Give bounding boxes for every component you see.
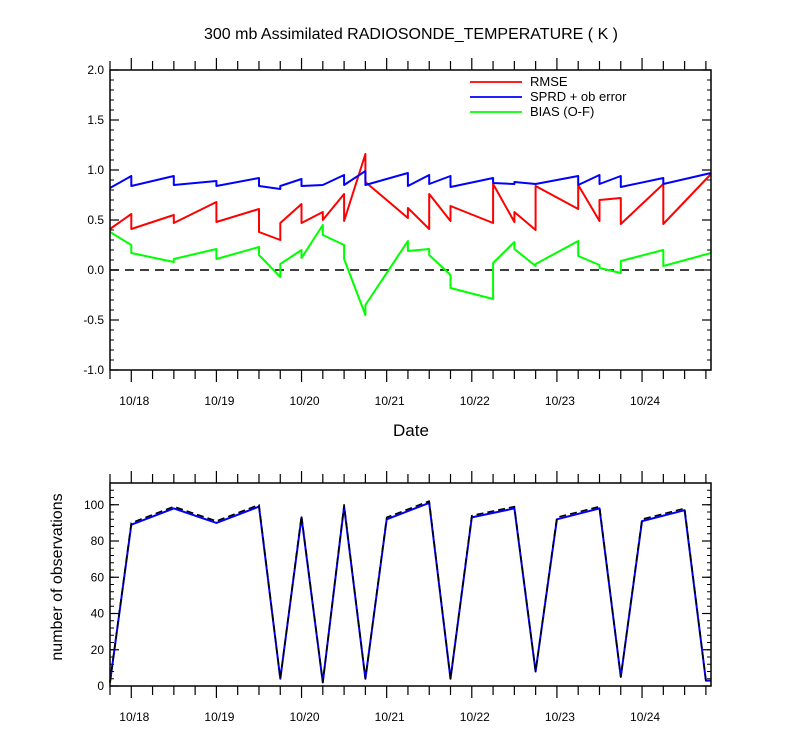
series-line-rmse <box>109 153 712 241</box>
top-series-group <box>109 153 712 316</box>
y-tick-label: 40 <box>91 607 105 621</box>
bottom-series-group <box>109 500 711 684</box>
bottom-plot-frame <box>109 482 712 687</box>
y-tick-label: 1.5 <box>87 113 104 127</box>
bottom-y-tick-labels: 0 20 40 60 80 100 <box>84 498 104 693</box>
x-tick-label: 10/21 <box>375 710 405 724</box>
x-tick-label: 10/18 <box>119 394 149 408</box>
top-y-tick-labels: -1.0 -0.5 0.0 0.5 1.0 1.5 2.0 <box>83 63 104 377</box>
x-tick-label: 10/24 <box>630 710 660 724</box>
x-tick-label: 10/22 <box>460 394 490 408</box>
series-line-bias-o-f <box>109 224 712 316</box>
legend-label-sprd: SPRD + ob error <box>530 89 627 104</box>
x-tick-label: 10/23 <box>545 394 575 408</box>
y-tick-label: 80 <box>91 534 105 548</box>
y-tick-label: 0.0 <box>87 263 104 277</box>
y-tick-label: -1.0 <box>83 363 104 377</box>
legend: RMSE SPRD + ob error BIAS (O-F) <box>470 74 627 119</box>
bottom-x-tick-labels: 10/18 10/19 10/20 10/21 10/22 10/23 10/24 <box>119 710 660 724</box>
y-tick-label: 1.0 <box>87 163 104 177</box>
x-tick-label: 10/23 <box>545 710 575 724</box>
series-line-used <box>109 501 711 684</box>
x-tick-label: 10/21 <box>375 394 405 408</box>
y-tick-label: 100 <box>84 498 104 512</box>
x-tick-label: 10/18 <box>119 710 149 724</box>
x-tick-label: 10/20 <box>290 710 320 724</box>
top-plot-frame <box>109 69 712 371</box>
legend-label-rmse: RMSE <box>530 74 568 89</box>
y-tick-label: 20 <box>91 643 105 657</box>
y-tick-label: -0.5 <box>83 313 104 327</box>
x-tick-label: 10/19 <box>204 710 234 724</box>
y-tick-label: 0.5 <box>87 213 104 227</box>
y-tick-label: 0 <box>97 679 104 693</box>
bottom-axis-ticks <box>109 471 711 698</box>
x-tick-label: 10/20 <box>290 394 320 408</box>
series-line-possible <box>109 500 711 684</box>
y-tick-label: 2.0 <box>87 63 104 77</box>
x-tick-label: 10/22 <box>460 710 490 724</box>
series-line-sprd-ob-error <box>109 170 712 190</box>
top-x-tick-labels: 10/18 10/19 10/20 10/21 10/22 10/23 10/24 <box>119 394 660 408</box>
x-axis-label: Date <box>393 421 429 440</box>
x-tick-label: 10/24 <box>630 394 660 408</box>
x-tick-label: 10/19 <box>204 394 234 408</box>
y-axis-label: number of observations <box>49 493 66 660</box>
legend-label-bias: BIAS (O-F) <box>530 104 594 119</box>
chart-title: 300 mb Assimilated RADIOSONDE_TEMPERATUR… <box>204 26 618 43</box>
y-tick-label: 60 <box>91 570 105 584</box>
